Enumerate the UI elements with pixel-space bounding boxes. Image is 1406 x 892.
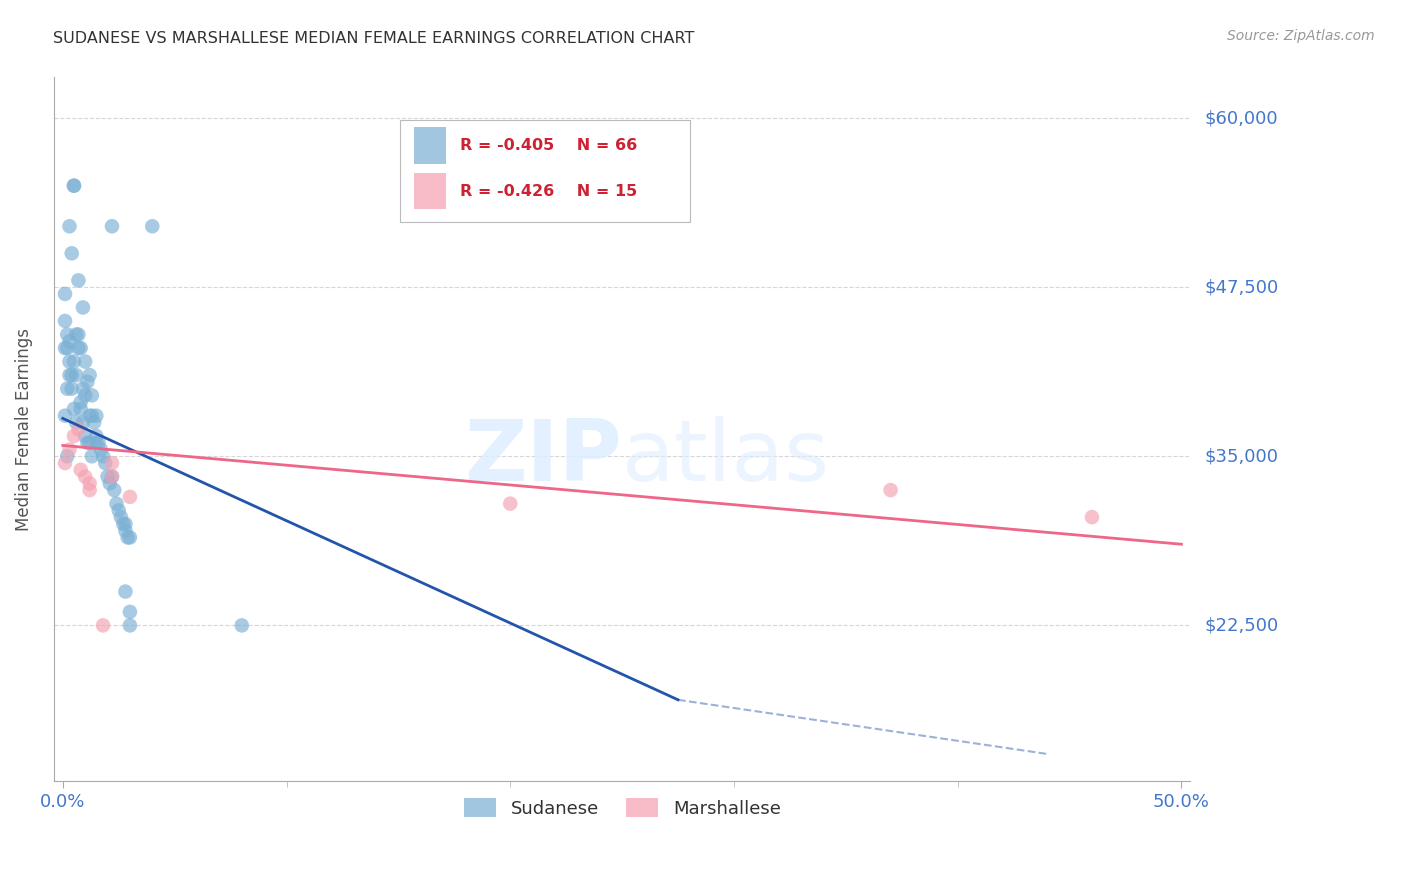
Point	[60, 368, 83, 383]
Point	[117, 531, 139, 545]
Point	[56, 327, 79, 342]
Y-axis label: Median Female Earnings: Median Female Earnings	[15, 327, 32, 531]
Point	[103, 483, 125, 497]
Point	[58, 442, 80, 457]
Point	[101, 469, 124, 483]
Point	[118, 605, 141, 619]
Point	[86, 409, 108, 423]
Point	[53, 456, 76, 470]
Point	[1081, 510, 1104, 524]
Point	[65, 416, 87, 430]
Point	[86, 429, 108, 443]
Point	[63, 354, 86, 368]
Point	[63, 401, 86, 416]
Point	[75, 388, 97, 402]
Point	[499, 497, 522, 511]
Point	[101, 456, 124, 470]
Point	[114, 584, 136, 599]
Text: $22,500: $22,500	[1205, 616, 1278, 634]
Point	[75, 354, 97, 368]
FancyBboxPatch shape	[401, 120, 690, 222]
Point	[107, 503, 129, 517]
Text: $47,500: $47,500	[1205, 278, 1278, 296]
Point	[72, 301, 94, 315]
Point	[63, 429, 86, 443]
Point	[67, 273, 90, 287]
Point	[67, 422, 90, 436]
Point	[114, 524, 136, 538]
Point	[60, 382, 83, 396]
Point	[69, 395, 91, 409]
Point	[98, 476, 121, 491]
Point	[80, 388, 103, 402]
Point	[76, 375, 98, 389]
Point	[56, 341, 79, 355]
Point	[53, 287, 76, 301]
Point	[63, 178, 86, 193]
Point	[58, 219, 80, 234]
Bar	[415, 127, 446, 163]
Point	[67, 341, 90, 355]
Point	[101, 469, 124, 483]
Point	[80, 409, 103, 423]
Point	[56, 450, 79, 464]
Point	[79, 476, 101, 491]
Point	[118, 618, 141, 632]
Point	[105, 497, 128, 511]
Point	[53, 314, 76, 328]
Text: $60,000: $60,000	[1205, 109, 1278, 127]
Point	[79, 435, 101, 450]
Point	[118, 531, 141, 545]
Point	[58, 334, 80, 349]
Text: R = -0.426    N = 15: R = -0.426 N = 15	[460, 184, 637, 199]
Point	[101, 219, 124, 234]
Point	[90, 442, 112, 457]
Text: SUDANESE VS MARSHALLESE MEDIAN FEMALE EARNINGS CORRELATION CHART: SUDANESE VS MARSHALLESE MEDIAN FEMALE EA…	[53, 31, 695, 46]
Text: $35,000: $35,000	[1205, 447, 1278, 466]
Point	[69, 341, 91, 355]
Text: Source: ZipAtlas.com: Source: ZipAtlas.com	[1227, 29, 1375, 43]
Point	[72, 382, 94, 396]
Point	[69, 463, 91, 477]
Point	[58, 354, 80, 368]
Point	[96, 469, 118, 483]
Point	[76, 435, 98, 450]
Text: R = -0.405    N = 66: R = -0.405 N = 66	[460, 137, 637, 153]
Point	[65, 327, 87, 342]
Text: ZIP: ZIP	[464, 416, 621, 499]
Point	[94, 456, 117, 470]
Point	[75, 469, 97, 483]
Point	[53, 341, 76, 355]
Point	[63, 178, 86, 193]
Point	[91, 450, 114, 464]
Point	[112, 516, 135, 531]
Point	[87, 435, 110, 450]
Point	[56, 382, 79, 396]
Point	[118, 490, 141, 504]
Point	[58, 368, 80, 383]
Bar	[415, 173, 446, 210]
Point	[53, 409, 76, 423]
Point	[69, 401, 91, 416]
Point	[65, 368, 87, 383]
Point	[79, 409, 101, 423]
Point	[110, 510, 132, 524]
Point	[879, 483, 901, 497]
Point	[80, 450, 103, 464]
Point	[231, 618, 253, 632]
Point	[91, 618, 114, 632]
Point	[75, 429, 97, 443]
Point	[60, 246, 83, 260]
Point	[83, 416, 105, 430]
Point	[114, 516, 136, 531]
Point	[67, 327, 90, 342]
Point	[72, 416, 94, 430]
Point	[141, 219, 163, 234]
Point	[79, 368, 101, 383]
Text: atlas: atlas	[621, 416, 830, 499]
Legend: Sudanese, Marshallese: Sudanese, Marshallese	[457, 791, 787, 825]
Point	[86, 435, 108, 450]
Point	[79, 483, 101, 497]
